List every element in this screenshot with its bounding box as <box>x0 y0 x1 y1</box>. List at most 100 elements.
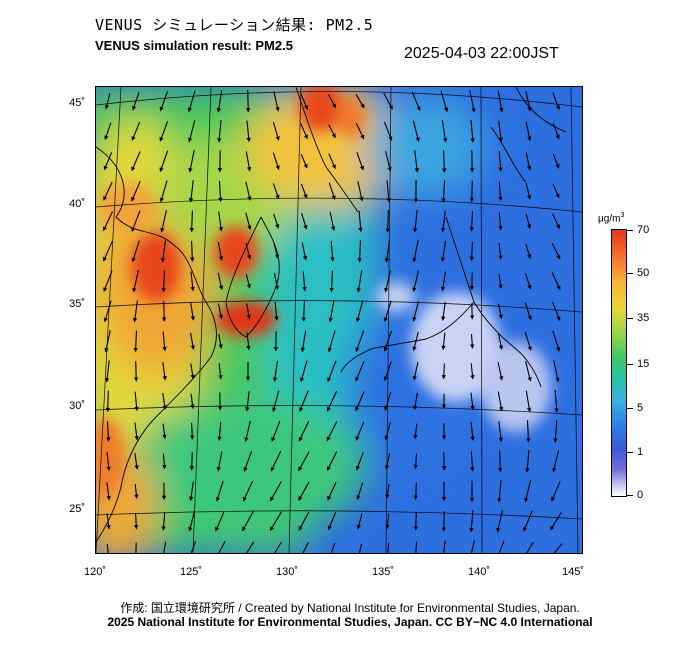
wind-arrow <box>470 363 475 380</box>
lat-label-25: 25˚ <box>69 503 85 515</box>
wind-arrow <box>412 120 420 143</box>
wind-arrow <box>134 391 139 412</box>
title-japanese: VENUS シミュレーション結果: PM2.5 <box>95 16 374 34</box>
wind-arrow <box>161 270 166 293</box>
wind-arrow <box>301 213 308 230</box>
wind-arrow <box>498 181 503 202</box>
wind-arrow <box>383 121 393 141</box>
wind-arrow <box>441 511 447 532</box>
wind-arrow <box>470 451 475 472</box>
wind-arrow <box>552 330 561 352</box>
wind-arrow <box>470 120 475 143</box>
colorbar-unit-superscript: 3 <box>620 212 625 219</box>
colorbar-tick <box>627 495 633 496</box>
wind-arrow <box>359 543 362 553</box>
wind-vectors <box>103 90 563 553</box>
wind-arrow <box>525 450 530 473</box>
wind-arrow <box>330 241 335 262</box>
wind-arrow <box>551 301 561 322</box>
wind-arrow <box>244 420 251 442</box>
wind-arrow <box>245 243 252 260</box>
colorbar-tick <box>627 452 633 453</box>
wind-arrow <box>413 512 419 531</box>
wind-arrow <box>355 94 365 109</box>
wind-arrow <box>298 511 310 531</box>
wind-arrow <box>103 152 113 171</box>
wind-arrow <box>552 153 560 169</box>
wind-arrow <box>272 121 280 141</box>
wind-arrow <box>469 90 476 113</box>
wind-arrow <box>412 331 419 352</box>
wind-arrow <box>385 483 390 500</box>
wind-arrow <box>383 92 393 110</box>
wind-arrow <box>245 181 252 201</box>
colorbar-tick <box>627 408 633 409</box>
wind-arrow <box>384 270 392 293</box>
wind-arrow <box>328 300 335 323</box>
wind-arrow <box>271 420 281 442</box>
wind-arrow <box>355 330 365 353</box>
wind-arrow <box>357 240 362 263</box>
wind-arrow <box>188 511 196 532</box>
wind-arrow <box>384 240 391 263</box>
wind-arrow <box>301 242 308 261</box>
wind-arrow <box>106 543 109 553</box>
wind-arrow <box>552 123 560 140</box>
lon-label-125: 125˚ <box>179 566 203 578</box>
wind-arrow <box>554 390 559 413</box>
lon-label-140: 140˚ <box>467 566 491 578</box>
wind-arrow <box>497 332 504 351</box>
wind-arrow <box>441 120 448 143</box>
wind-arrow <box>300 153 308 169</box>
lat-label-40: 40˚ <box>69 198 85 210</box>
wind-arrow <box>356 482 364 501</box>
wind-arrow <box>103 270 113 293</box>
wind-arrow <box>189 210 194 233</box>
wind-arrow <box>327 360 337 383</box>
wind-arrow <box>299 390 309 413</box>
wind-arrow <box>470 421 475 441</box>
wind-arrow <box>385 513 390 530</box>
wind-arrow <box>273 272 280 290</box>
wind-arrow <box>245 391 250 412</box>
wind-arrow <box>525 390 532 413</box>
wind-arrow <box>162 453 167 470</box>
wind-arrow <box>497 391 504 412</box>
wind-arrow <box>498 120 503 143</box>
wind-arrow <box>412 301 420 322</box>
wind-arrow <box>162 362 167 381</box>
wind-arrow <box>217 303 224 320</box>
wind-arrow <box>357 181 364 202</box>
wind-arrow <box>327 94 337 109</box>
wind-arrow <box>132 270 139 293</box>
wind-arrow <box>216 90 223 113</box>
wind-arrow <box>327 512 337 531</box>
wind-arrow <box>412 270 420 293</box>
wind-arrow <box>163 541 167 553</box>
wind-arrow <box>523 510 533 532</box>
wind-arrow <box>272 152 280 171</box>
wind-arrow <box>132 92 140 111</box>
wind-arrow <box>218 541 226 553</box>
wind-arrow <box>300 92 309 111</box>
wind-arrow <box>525 182 532 200</box>
wind-arrow <box>356 513 363 530</box>
wind-arrow <box>131 151 141 172</box>
wind-arrow <box>190 541 197 553</box>
wind-arrow <box>159 120 169 142</box>
wind-arrow <box>551 272 561 291</box>
wind-arrow <box>326 421 338 442</box>
pm25-map <box>95 86 583 554</box>
wind-arrow <box>525 91 532 112</box>
wind-arrow <box>413 392 418 410</box>
wind-arrow <box>131 240 140 263</box>
wind-arrow <box>496 510 504 533</box>
pm25-field <box>96 87 582 553</box>
lat-label-30: 30˚ <box>69 400 85 412</box>
colorbar <box>611 229 627 497</box>
wind-arrow <box>106 482 111 501</box>
wind-arrow <box>386 180 391 203</box>
colorbar-tick <box>627 273 633 274</box>
wind-arrow <box>525 152 532 171</box>
wind-arrow <box>498 450 503 473</box>
